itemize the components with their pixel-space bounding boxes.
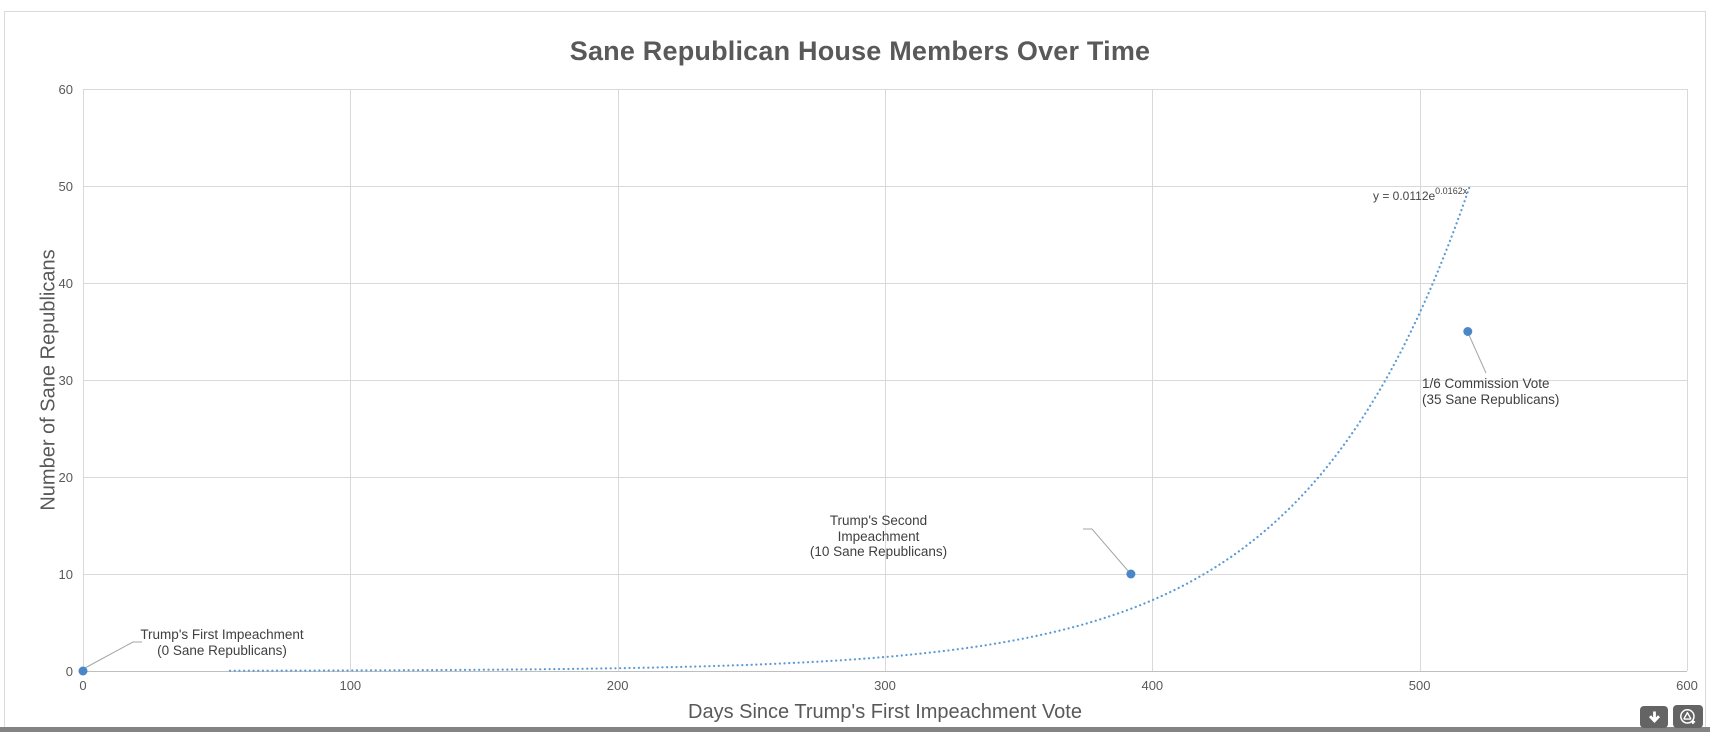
y-tick-label: 50 [58,179,73,194]
trendline-dotted-curve [228,183,1472,672]
data-point-marker [78,666,88,676]
x-tick-label: 300 [874,678,896,693]
x-tick-label: 100 [339,678,362,693]
x-tick-label: 500 [1408,678,1431,693]
data-point-marker [1126,569,1136,579]
annotation-leader-line [84,641,142,669]
chart-frame: Sane Republican House Members Over Time … [4,11,1706,732]
x-tick-label: 0 [79,678,87,693]
y-tick-label: 20 [58,470,73,485]
triangle-circle-plus-icon [1679,708,1697,726]
plot-area [78,89,1688,676]
trendline-equation: y = 0.0112e0.0162x [1373,186,1468,203]
annotation-line: Trump's Second Impeachment [829,513,928,544]
x-tick-label: 400 [1141,678,1164,693]
annotation-line: (35 Sane Republicans) [1422,391,1560,407]
bottom-edge-bar [0,727,1710,732]
annotate-add-button[interactable] [1673,705,1703,728]
y-tick-label: 60 [58,82,73,97]
download-icon [1647,710,1662,724]
y-tick-label: 10 [58,567,73,582]
annotation-line: (10 Sane Republicans) [809,544,948,559]
data-point-annotation: Trump's Second Impeachment (10 Sane Repub… [788,513,969,560]
annotation-line: Trump's First Impeachment [140,627,304,642]
x-axis-title: Days Since Trump's First Impeachment Vot… [688,701,1082,723]
y-tick-label: 30 [58,373,73,388]
annotation-line: (0 Sane Republicans) [157,642,287,658]
annotation-leader-line [1083,528,1130,573]
data-point-annotation: Trump's First Impeachment (0 Sane Republi… [137,627,307,658]
y-tick-label: 40 [58,276,73,291]
annotation-line: 1/6 Commission Vote [1422,376,1550,391]
x-tick-label: 600 [1676,678,1698,693]
trendline-equation-base: y = 0.0112e [1373,189,1436,203]
annotation-leader-line [1468,334,1487,374]
data-point-marker [1463,327,1473,336]
download-button[interactable] [1640,706,1668,728]
data-point-annotation: 1/6 Commission Vote (35 Sane Republicans) [1422,376,1632,407]
chart-title: Sane Republican House Members Over Time [569,36,1151,66]
y-tick-label: 0 [65,664,73,679]
trendline-equation-exponent: 0.0162x [1435,186,1468,196]
x-tick-label: 200 [606,678,629,693]
